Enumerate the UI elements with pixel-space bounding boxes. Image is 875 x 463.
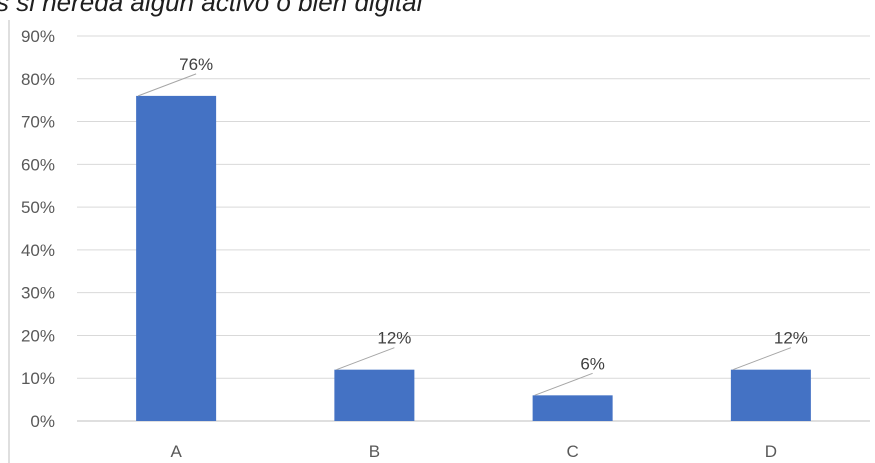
bar [136,95,217,421]
x-axis-tick-labels: A B C D [170,442,777,461]
data-label: 76% [179,55,213,74]
x-tick-label: D [765,442,777,461]
data-label-leader-lines [137,73,792,396]
bar [730,369,811,421]
y-tick-label: 20% [21,326,55,345]
bar [334,369,415,421]
bar [532,395,613,421]
y-tick-label: 80% [21,70,55,89]
bars [136,95,811,421]
y-tick-label: 90% [21,27,55,46]
y-axis-tick-labels: 0% 10% 20% 30% 40% 50% 60% 70% 80% 90% [21,27,55,431]
data-label: 6% [580,354,605,373]
y-tick-label: 40% [21,241,55,260]
y-tick-label: 50% [21,198,55,217]
y-tick-label: 60% [21,155,55,174]
leader-line [137,73,197,97]
x-tick-label: B [369,442,380,461]
y-tick-label: 70% [21,113,55,132]
chart-title: s si hereda algún activo o bien digital [0,0,423,17]
data-label: 12% [377,329,411,348]
x-tick-label: C [566,442,578,461]
y-tick-label: 10% [21,369,55,388]
x-tick-label: A [170,442,182,461]
leader-line [534,372,593,396]
y-tick-label: 0% [30,412,55,431]
data-labels: 76% 12% 6% 12% [179,55,808,373]
leader-line [336,347,395,371]
y-tick-label: 30% [21,284,55,303]
leader-line [732,347,792,371]
data-label: 12% [774,329,808,348]
